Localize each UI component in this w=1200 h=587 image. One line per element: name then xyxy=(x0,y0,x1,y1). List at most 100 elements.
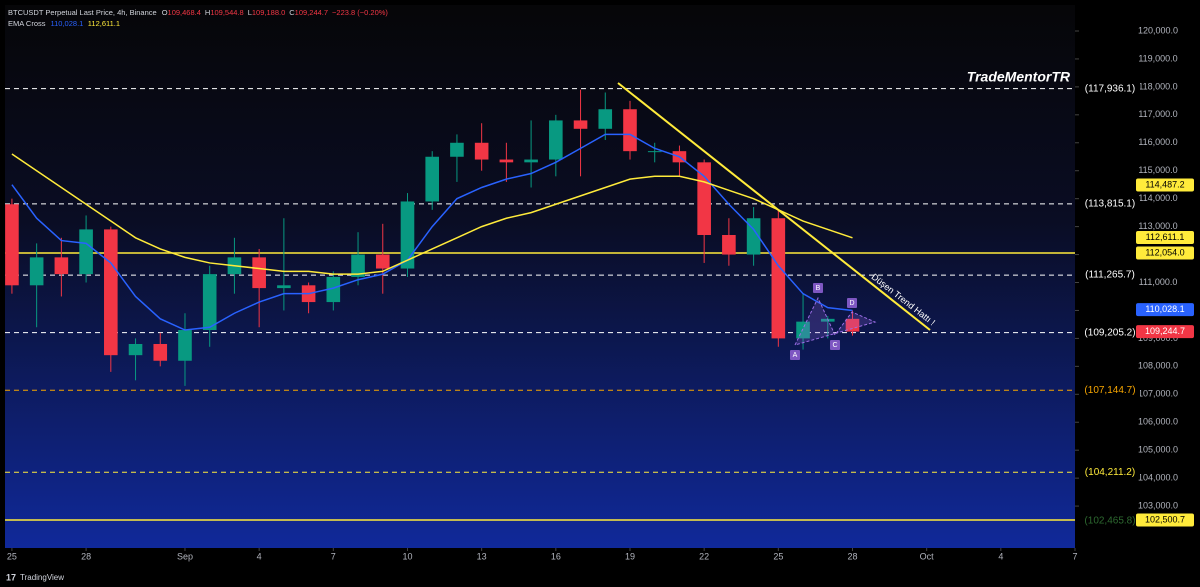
ohlc-key: O xyxy=(162,8,168,17)
plot xyxy=(5,89,860,386)
y-tick-label: 117,000.0 xyxy=(1138,109,1177,119)
level-label-bg xyxy=(1080,383,1140,398)
plot-area xyxy=(5,5,1075,548)
y-tick-label: 120,000.0 xyxy=(1138,25,1178,35)
y-tick-label: 107,000.0 xyxy=(1138,389,1178,399)
pattern-label-bg xyxy=(830,340,840,350)
price-tag xyxy=(1136,325,1194,339)
ema-line xyxy=(11,153,853,275)
candle-body xyxy=(845,318,860,332)
pattern-label-bg xyxy=(847,298,857,308)
candle-body xyxy=(722,234,736,255)
ohlc-value: 109,544.8 xyxy=(210,8,243,17)
candle-body xyxy=(375,254,390,269)
level-label-bg xyxy=(1080,465,1140,480)
change: −223.8 (−0.20%) xyxy=(332,8,388,17)
candle-body xyxy=(549,120,563,160)
level-label-bg xyxy=(1080,514,1140,529)
watermark: TradeMentorTR xyxy=(967,69,1071,85)
ohlc-key: C xyxy=(289,8,295,17)
level-label: (104,211.2) xyxy=(1085,467,1135,478)
level-label: (107,144.7) xyxy=(1084,385,1135,396)
x-tick-label: 22 xyxy=(699,551,709,561)
y-tick-label: 111,000.0 xyxy=(1139,277,1178,287)
x-tick-label: 28 xyxy=(847,551,857,561)
x-tick-label: 7 xyxy=(1072,551,1077,561)
candle-body xyxy=(277,285,291,289)
symbol: BTCUSDT Perpetual Last Price, 4h, Binanc… xyxy=(8,8,157,17)
level-label: (102,465.8) xyxy=(1084,516,1135,527)
level-label: (113,815.1) xyxy=(1085,198,1135,209)
y-tick-label: 114,000.0 xyxy=(1138,193,1177,203)
candle-body xyxy=(29,257,44,286)
price-tag-label: 102,500.7 xyxy=(1145,514,1185,524)
candle-body xyxy=(252,257,266,289)
pattern-shape xyxy=(794,296,877,346)
price-tag xyxy=(1136,246,1194,260)
candle-body xyxy=(400,201,415,269)
x-tick-label: 7 xyxy=(331,551,336,561)
y-tick-label: 103,000.0 xyxy=(1138,500,1178,510)
footer-brand: TradingView xyxy=(20,573,64,582)
x-tick-label: 10 xyxy=(402,551,412,561)
indicator-value: 110,028.1 xyxy=(51,19,84,28)
level-label: (117,936.1) xyxy=(1085,83,1135,94)
level-label-bg xyxy=(1080,196,1140,211)
candle-body xyxy=(499,159,514,163)
header-line: EMA Cross 110,028.1 112,611.1 xyxy=(8,19,120,28)
y-tick-label: 118,000.0 xyxy=(1138,81,1177,91)
candle-body xyxy=(79,229,93,275)
header-line: BTCUSDT Perpetual Last Price, 4h, Binanc… xyxy=(8,8,388,17)
x-tick-label: 4 xyxy=(998,551,1003,561)
candle-body xyxy=(326,276,341,303)
x-tick-label: 25 xyxy=(7,551,17,561)
level-label-bg xyxy=(1080,325,1140,340)
pattern-label: D xyxy=(849,300,854,307)
candle-body xyxy=(623,109,637,152)
x-tick-label: 4 xyxy=(257,551,262,561)
candle-body xyxy=(598,109,613,129)
y-tick-label: 104,000.0 xyxy=(1138,473,1178,483)
x-tick-label: Sep xyxy=(177,551,193,561)
y-tick-label: 108,000.0 xyxy=(1138,361,1178,371)
level-label: (111,265.7) xyxy=(1085,270,1135,281)
candle-body xyxy=(573,120,588,129)
pattern-label-bg xyxy=(790,350,800,360)
price-tag xyxy=(1136,513,1194,527)
pattern-label: A xyxy=(793,352,798,359)
candle-body xyxy=(647,151,662,153)
ohlc-key: L xyxy=(248,8,252,17)
y-tick-label: 115,000.0 xyxy=(1138,165,1177,175)
price-tag xyxy=(1136,178,1194,192)
indicator: EMA Cross xyxy=(8,19,46,28)
candle-body xyxy=(54,257,69,275)
price-tag-label: 114,487.2 xyxy=(1145,179,1184,189)
price-tag-label: 112,611.1 xyxy=(1146,232,1185,242)
x-tick-label: 25 xyxy=(773,551,783,561)
candle-body xyxy=(351,254,365,277)
trend-line xyxy=(617,82,931,331)
candle-body xyxy=(746,218,761,255)
ohlc-value: 109,188.0 xyxy=(252,8,285,17)
price-tag xyxy=(1136,230,1194,244)
price-tag xyxy=(1136,303,1194,317)
time-axis-bg xyxy=(0,548,1200,587)
candle-body xyxy=(153,343,168,361)
pattern-label: C xyxy=(832,342,837,349)
candle-body xyxy=(128,343,143,356)
pattern-label: B xyxy=(816,285,821,292)
ohlc-value: 109,468.4 xyxy=(168,8,201,17)
price-tag-label: 112,054.0 xyxy=(1145,247,1184,257)
x-tick-label: 28 xyxy=(81,551,91,561)
price-tag-label: 110,028.1 xyxy=(1145,304,1184,314)
candle-body xyxy=(524,159,538,163)
x-tick-label: 19 xyxy=(625,551,635,561)
candle-body xyxy=(104,229,118,356)
ema-line xyxy=(11,133,853,331)
x-tick-label: 13 xyxy=(477,551,487,561)
y-tick-label: 113,000.0 xyxy=(1138,221,1177,231)
logo: 17 xyxy=(6,572,16,582)
